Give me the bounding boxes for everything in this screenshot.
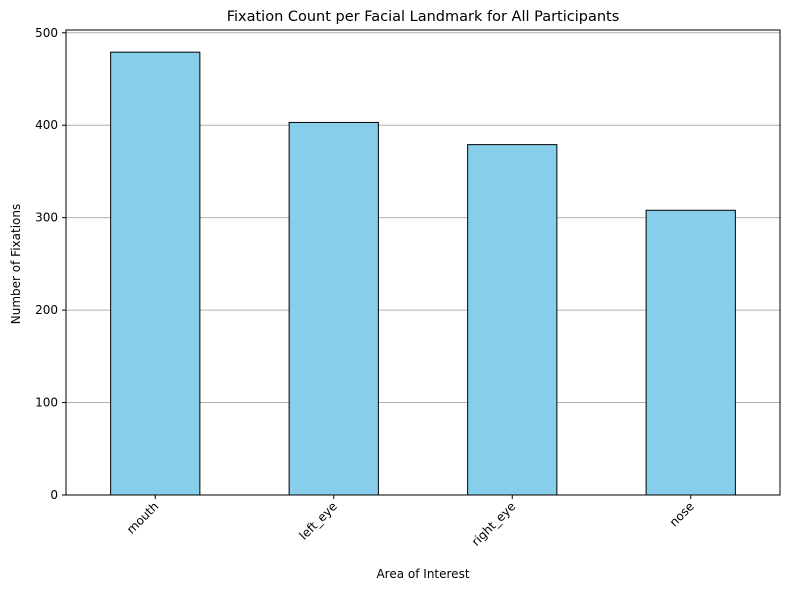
y-tick-label: 200 (35, 303, 58, 317)
y-axis-label: Number of Fixations (9, 204, 23, 324)
x-tick-label-right_eye: right_eye (469, 499, 519, 549)
y-axis-ticks: 0 100 200 300 400 500 (35, 26, 66, 502)
bar-mouth (110, 51, 201, 496)
y-tick-label: 400 (35, 118, 58, 132)
y-tick-label: 100 (35, 396, 58, 410)
x-tick-label-left_eye: left_eye (297, 499, 340, 542)
bar-right_eye (467, 144, 558, 496)
bar-left_eye (288, 121, 379, 496)
x-tick-label-nose: nose (667, 499, 697, 529)
bar-nose (645, 209, 736, 496)
x-axis-ticks: mouth left_eye right_eye nose (124, 495, 697, 549)
plot-frame (65, 29, 781, 496)
y-tick-label: 300 (35, 211, 58, 225)
y-tick-label: 500 (35, 26, 58, 40)
x-axis-label: Area of Interest (376, 567, 469, 581)
y-tick-label: 0 (50, 488, 58, 502)
bars (110, 51, 736, 496)
chart-title: Fixation Count per Facial Landmark for A… (227, 9, 620, 25)
x-tick-label-mouth: mouth (124, 499, 161, 536)
